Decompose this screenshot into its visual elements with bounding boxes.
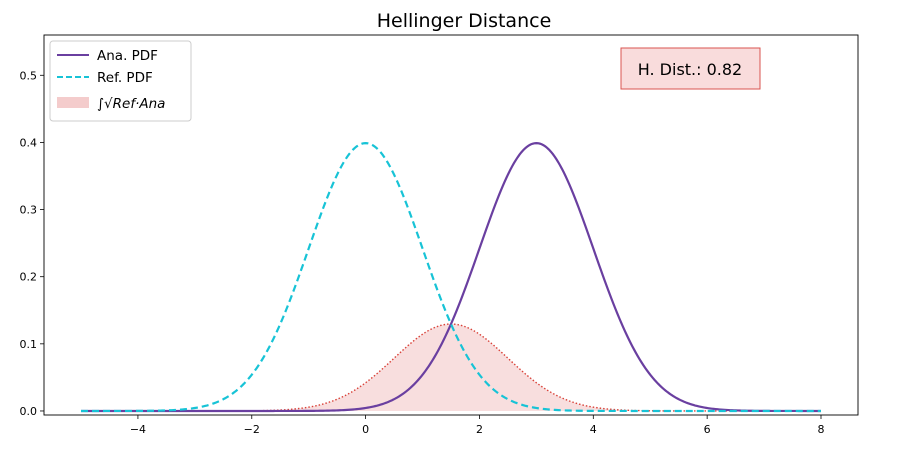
x-tick-label: −4 (130, 423, 146, 436)
legend-label-ana: Ana. PDF (97, 48, 158, 64)
chart-title: Hellinger Distance (377, 10, 552, 32)
x-tick-label: 8 (818, 423, 825, 436)
legend-label-fill: ∫√Ref·Ana (97, 96, 165, 112)
legend: Ana. PDF Ref. PDF ∫√Ref·Ana (49, 40, 192, 122)
y-tick-label: 0.5 (20, 69, 38, 82)
y-tick-label: 0.1 (20, 338, 38, 351)
axes-frame (43, 34, 859, 416)
x-tick-label: 6 (704, 423, 711, 436)
legend-swatch-fill (57, 97, 89, 108)
x-axis: −4 −2 0 2 4 6 8 (130, 415, 825, 436)
x-tick-label: 0 (362, 423, 369, 436)
ref-pdf-line (81, 142, 821, 413)
annotation-text: H. Dist.: 0.82 (638, 60, 742, 79)
ana-pdf-line (81, 142, 821, 413)
x-tick-label: 2 (476, 423, 483, 436)
y-tick-label: 0.4 (20, 136, 38, 149)
y-tick-label: 0.3 (20, 204, 38, 217)
legend-label-ref: Ref. PDF (97, 70, 153, 86)
annotation-box (620, 47, 761, 90)
y-tick-label: 0.2 (20, 271, 38, 284)
y-tick-label: 0.0 (20, 405, 38, 418)
plot-area (81, 142, 821, 413)
x-tick-label: 4 (590, 423, 597, 436)
overlap-fill-area (81, 324, 821, 411)
x-tick-label: −2 (244, 423, 260, 436)
y-axis: 0.0 0.1 0.2 0.3 0.4 0.5 (20, 69, 44, 418)
distance-annotation: H. Dist.: 0.82 (620, 47, 761, 90)
